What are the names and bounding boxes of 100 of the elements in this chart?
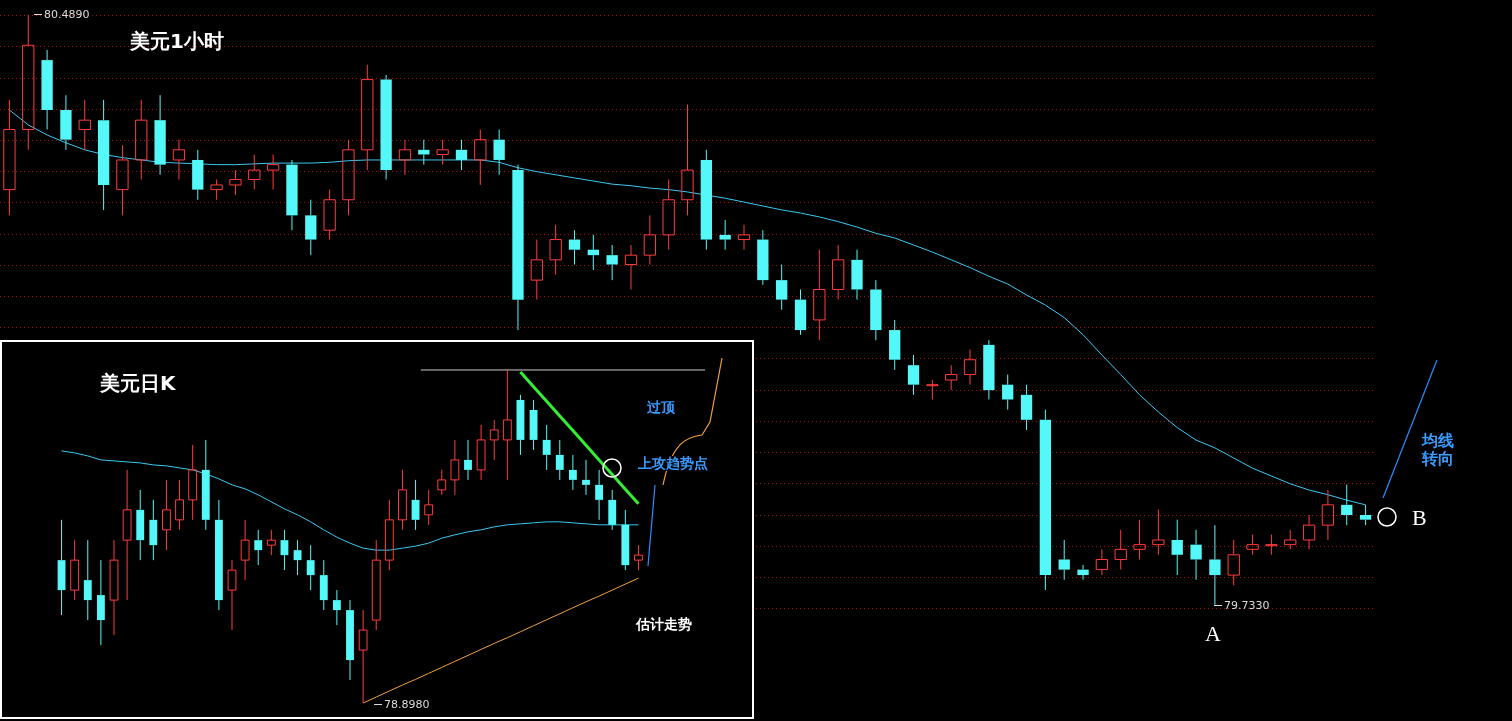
annotation: 79.7330	[1224, 599, 1270, 612]
candlestick	[719, 219, 731, 251]
candlestick	[455, 139, 468, 171]
candlestick	[542, 424, 551, 471]
candlestick	[1058, 539, 1070, 581]
candlestick	[474, 129, 487, 186]
candlestick	[266, 529, 276, 556]
candlestick	[450, 439, 460, 496]
candlestick	[1114, 529, 1127, 571]
candlestick	[162, 479, 171, 551]
candlestick	[1341, 484, 1353, 526]
candlestick	[1265, 534, 1278, 556]
chart-title: 美元日K	[100, 370, 176, 397]
candlestick	[870, 279, 882, 341]
candlestick	[358, 609, 368, 704]
candlestick	[776, 264, 788, 311]
candlestick	[135, 99, 148, 180]
candlestick	[78, 99, 91, 151]
candlestick	[1321, 489, 1335, 541]
candlestick	[380, 74, 392, 180]
candlestick	[493, 129, 505, 176]
annotation: A	[1205, 621, 1222, 647]
candlestick	[254, 529, 263, 566]
candlestick	[398, 469, 407, 531]
candlestick	[606, 244, 618, 281]
candlestick	[1039, 409, 1052, 591]
annotation: 上攻趋势点	[638, 455, 738, 472]
candlestick	[489, 419, 499, 461]
candlestick	[1302, 514, 1316, 550]
candlestick	[201, 439, 210, 531]
candlestick	[907, 354, 920, 396]
candlestick	[643, 214, 656, 266]
candlestick	[305, 199, 317, 256]
candlestick	[582, 459, 590, 496]
candlestick	[530, 239, 543, 301]
candlestick	[229, 169, 242, 196]
candlestick	[1152, 509, 1165, 556]
candlestick	[1190, 529, 1202, 581]
candlestick	[436, 139, 449, 166]
candlestick	[502, 369, 512, 481]
candlestick	[116, 144, 129, 216]
candlestick	[97, 99, 110, 211]
candlestick	[1020, 384, 1033, 431]
candlestick	[266, 154, 280, 191]
candlestick	[700, 149, 712, 251]
candlestick	[96, 559, 105, 646]
candlestick	[346, 599, 354, 681]
candlestick	[1002, 374, 1014, 411]
candlestick	[149, 499, 158, 561]
candlestick	[175, 479, 184, 531]
candlestick	[1077, 564, 1089, 581]
candlestick	[464, 439, 472, 481]
candlestick	[634, 544, 643, 571]
candlestick	[1227, 539, 1240, 586]
candlestick	[319, 559, 328, 611]
candlestick	[60, 94, 72, 151]
candlestick	[286, 159, 298, 231]
candlestick	[240, 519, 250, 581]
candlestick	[342, 139, 355, 216]
candlestick	[418, 139, 430, 166]
candlestick	[210, 178, 223, 201]
candlestick	[136, 489, 145, 561]
candlestick	[983, 339, 995, 401]
candlestick	[1209, 524, 1221, 606]
candlestick	[813, 249, 826, 341]
candlestick	[192, 149, 204, 201]
candlestick	[889, 319, 901, 371]
text: 均线转向	[1422, 431, 1455, 468]
text: 美元1小时	[130, 28, 224, 55]
candlestick	[332, 589, 341, 626]
candlestick	[851, 249, 863, 301]
candlestick	[555, 439, 564, 481]
candlestick	[621, 509, 630, 571]
candlestick	[424, 489, 434, 526]
candlestick	[757, 229, 769, 286]
candlestick	[568, 454, 577, 491]
annotation: 过顶	[647, 399, 676, 416]
candlestick	[926, 379, 939, 401]
candlestick	[1133, 519, 1146, 560]
annotation: 80.4890	[44, 8, 90, 21]
candlestick	[214, 499, 223, 611]
candlestick	[681, 104, 694, 216]
candlestick	[306, 544, 315, 591]
candlestick	[248, 154, 261, 191]
candlestick	[568, 229, 581, 266]
candlestick	[794, 288, 807, 336]
candlestick	[608, 489, 617, 531]
candlestick	[945, 364, 958, 391]
candlestick	[188, 444, 198, 521]
candlestick	[371, 539, 381, 631]
candlestick	[70, 539, 80, 601]
candlestick	[595, 469, 604, 521]
candlestick	[832, 244, 845, 301]
candlestick	[512, 164, 524, 331]
candlestick	[83, 539, 92, 621]
annotation: 78.8980	[384, 698, 430, 711]
text: B	[1412, 505, 1428, 531]
candlestick	[1359, 504, 1372, 526]
candlestick	[1095, 548, 1109, 576]
annotation: 估计走势	[636, 616, 693, 633]
